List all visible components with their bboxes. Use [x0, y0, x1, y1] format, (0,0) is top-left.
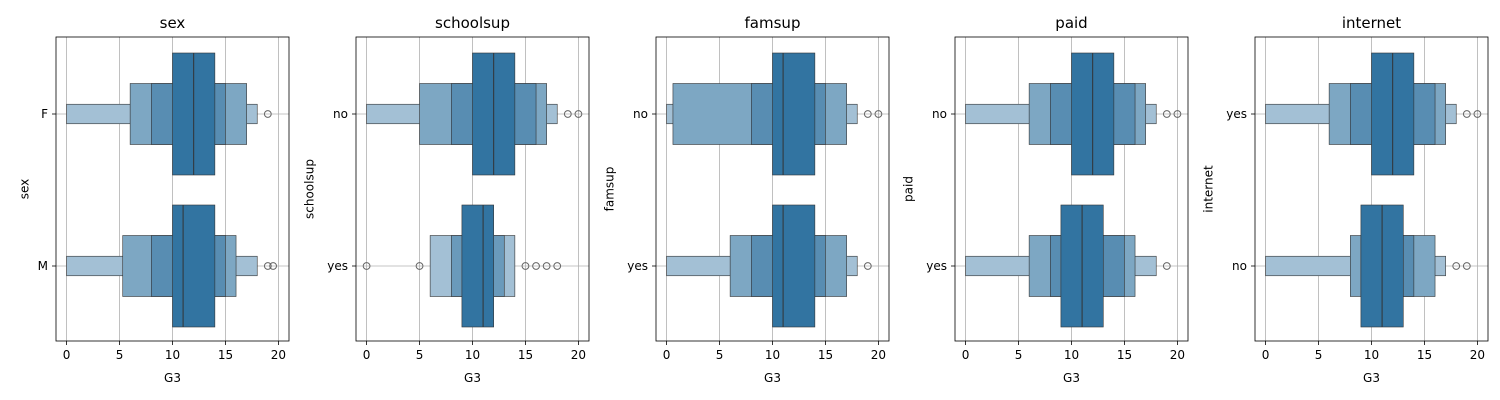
outlier-point	[1173, 110, 1182, 118]
y-axis-label: famsup	[603, 167, 617, 212]
chart-title: famsup	[745, 14, 801, 32]
outlier-point	[1462, 262, 1471, 270]
outlier-point	[532, 262, 540, 270]
outlier-point	[263, 110, 272, 118]
y-axis-label: sex	[18, 179, 32, 200]
x-tick-label: 10	[165, 348, 180, 362]
y-tick-label-F: F	[41, 107, 48, 121]
x-tick-label: 5	[1015, 348, 1023, 362]
x-tick-label: 5	[416, 348, 424, 362]
x-tick-label: 0	[363, 348, 371, 362]
x-tick-label: 20	[871, 348, 886, 362]
x-axis-label: G3	[764, 371, 781, 385]
y-tick-label-no: no	[333, 107, 348, 121]
x-tick-label: 15	[1417, 348, 1432, 362]
outlier-point	[263, 262, 272, 270]
y-tick-label-yes: yes	[1226, 107, 1247, 121]
x-axis-label: G3	[1063, 371, 1080, 385]
outlier-point	[863, 110, 872, 118]
x-tick-label: 0	[63, 348, 71, 362]
panel-schoolsup: 0 5 10 15 20 no yes schoolsup G3 schoolsup	[303, 14, 590, 385]
y-tick-label-no: no	[633, 107, 648, 121]
box-level-yes-3	[772, 204, 816, 328]
outlier-point	[269, 262, 278, 270]
y-axis-label: paid	[902, 176, 916, 202]
y-axis-label: internet	[1202, 165, 1216, 213]
x-tick-label: 5	[1315, 348, 1323, 362]
y-tick-label-yes: yes	[627, 259, 648, 273]
x-axis-label: G3	[164, 371, 181, 385]
panel-famsup: 0 5 10 15 20 no yes famsup G3 famsup	[603, 14, 890, 385]
panel-paid: 0 5 10 15 20 no yes paid G3 paid	[902, 14, 1189, 385]
outlier-point	[863, 262, 872, 270]
x-tick-label: 20	[571, 348, 586, 362]
box-level-yes-2	[461, 204, 494, 328]
chart-title: sex	[160, 14, 186, 32]
x-tick-label: 20	[1170, 348, 1185, 362]
box-level-M-3	[172, 204, 216, 328]
x-tick-label: 0	[663, 348, 671, 362]
chart-title: paid	[1055, 14, 1087, 32]
y-tick-label-no: no	[932, 107, 947, 121]
x-tick-label: 10	[1364, 348, 1379, 362]
outlier-point	[1452, 262, 1461, 270]
chart-title: schoolsup	[435, 14, 510, 32]
y-tick-label-M: M	[38, 259, 48, 273]
x-tick-label: 15	[218, 348, 233, 362]
outlier-point	[574, 110, 583, 118]
outlier-point	[1162, 262, 1171, 270]
chart-title: internet	[1342, 14, 1401, 32]
outlier-point	[553, 262, 562, 270]
x-axis-label: G3	[464, 371, 481, 385]
y-tick-label-yes: yes	[327, 259, 348, 273]
x-tick-label: 15	[818, 348, 833, 362]
x-tick-label: 20	[271, 348, 286, 362]
y-axis-label: schoolsup	[303, 159, 317, 219]
x-tick-label: 0	[1262, 348, 1270, 362]
outlier-point	[362, 262, 371, 270]
y-tick-label-yes: yes	[926, 259, 947, 273]
x-tick-label: 10	[765, 348, 780, 362]
x-tick-label: 15	[518, 348, 533, 362]
panel-internet: 0 5 10 15 20 yes no internet G3 internet	[1202, 14, 1489, 385]
outlier-point	[542, 262, 551, 270]
outlier-point	[1473, 110, 1482, 118]
outlier-point	[521, 262, 530, 270]
outlier-point	[563, 110, 572, 118]
x-tick-label: 10	[1064, 348, 1079, 362]
x-tick-label: 20	[1470, 348, 1485, 362]
y-tick-label-no: no	[1232, 259, 1247, 273]
outlier-point	[1162, 110, 1171, 118]
x-tick-label: 0	[962, 348, 970, 362]
outlier-point	[1462, 110, 1471, 118]
x-axis-label: G3	[1363, 371, 1380, 385]
x-tick-label: 5	[116, 348, 124, 362]
box-level-no-3	[772, 52, 816, 176]
outlier-point	[874, 110, 883, 118]
outlier-point	[415, 262, 424, 270]
x-tick-label: 15	[1117, 348, 1132, 362]
x-tick-label: 10	[465, 348, 480, 362]
x-tick-label: 5	[716, 348, 724, 362]
